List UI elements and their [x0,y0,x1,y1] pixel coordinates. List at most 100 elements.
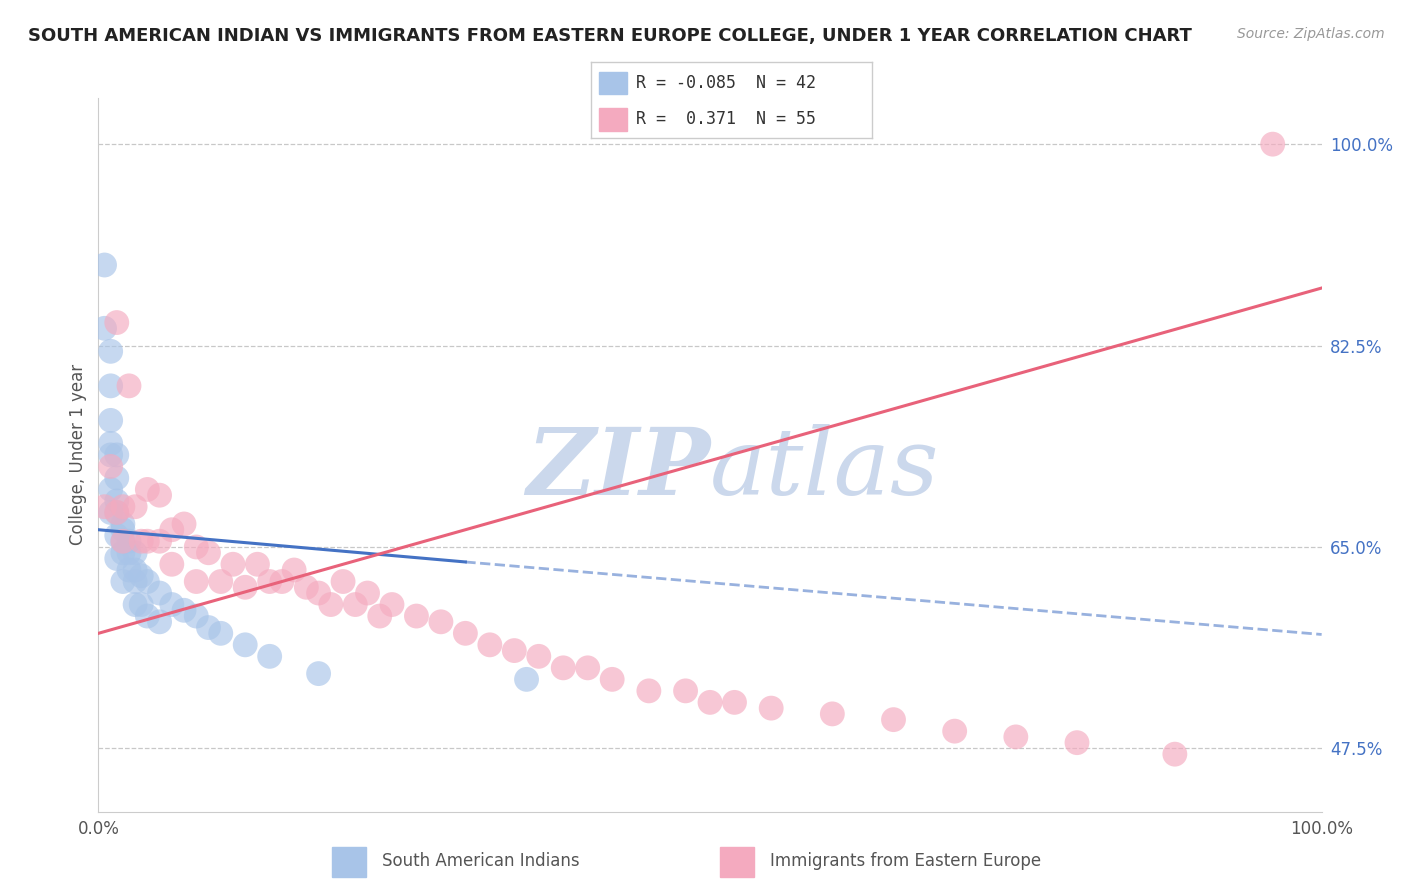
Point [638,684,661,698]
Point [405,609,427,624]
Point [111,516,134,531]
Point [600,673,623,687]
Point [344,598,367,612]
FancyBboxPatch shape [720,847,754,877]
Point [93,321,115,335]
Point [699,695,721,709]
Point [93,500,115,514]
Point [124,500,146,514]
Point [105,551,128,566]
Point [118,563,141,577]
Point [173,516,195,531]
Point [222,558,245,572]
Point [381,598,404,612]
Point [527,649,550,664]
Point [105,506,128,520]
Point [105,316,128,330]
Point [246,558,269,572]
Point [118,546,141,560]
Point [160,523,183,537]
Point [100,344,122,359]
Point [186,540,208,554]
Point [186,574,208,589]
Point [105,506,128,520]
Point [478,638,501,652]
Point [129,568,152,582]
Text: SOUTH AMERICAN INDIAN VS IMMIGRANTS FROM EASTERN EUROPE COLLEGE, UNDER 1 YEAR CO: SOUTH AMERICAN INDIAN VS IMMIGRANTS FROM… [28,27,1192,45]
Point [149,615,172,629]
Point [111,574,134,589]
Point [259,574,281,589]
Point [454,626,477,640]
Point [100,448,122,462]
Point [1164,747,1187,761]
Point [332,574,354,589]
Text: South American Indians: South American Indians [382,852,581,870]
Y-axis label: College, Under 1 year: College, Under 1 year [69,364,87,546]
Text: Immigrants from Eastern Europe: Immigrants from Eastern Europe [770,852,1042,870]
Point [503,643,526,657]
Point [100,379,122,393]
Point [136,483,159,497]
Point [515,673,537,687]
Point [943,724,966,739]
Point [186,609,208,624]
Point [111,534,134,549]
Point [100,483,122,497]
Point [883,713,905,727]
Point [129,534,152,549]
Point [111,534,134,549]
Point [136,574,159,589]
Point [233,638,256,652]
Point [761,701,783,715]
FancyBboxPatch shape [599,71,627,95]
Point [149,488,172,502]
Point [100,459,122,474]
Point [111,546,134,560]
Text: R =  0.371  N = 55: R = 0.371 N = 55 [636,111,815,128]
Point [160,558,183,572]
Point [308,586,330,600]
Point [209,574,232,589]
Point [136,534,159,549]
Point [105,448,128,462]
Point [111,500,134,514]
Point [233,580,256,594]
Point [129,598,152,612]
Point [1004,730,1026,744]
Point [283,563,305,577]
Point [136,609,159,624]
Point [576,661,599,675]
Point [675,684,697,698]
Text: R = -0.085  N = 42: R = -0.085 N = 42 [636,74,815,92]
Text: Source: ZipAtlas.com: Source: ZipAtlas.com [1237,27,1385,41]
Point [100,436,122,450]
Text: ZIP: ZIP [526,425,710,514]
Point [197,621,219,635]
Point [356,586,378,600]
Point [118,534,141,549]
Point [100,506,122,520]
Point [111,523,134,537]
Point [270,574,294,589]
Point [553,661,575,675]
Point [197,546,219,560]
Point [124,598,146,612]
Text: atlas: atlas [710,425,939,514]
Point [1261,137,1284,152]
Point [173,603,195,617]
Point [308,666,330,681]
Point [93,258,115,272]
Point [118,379,141,393]
Point [723,695,745,709]
FancyBboxPatch shape [599,108,627,130]
Point [368,609,391,624]
FancyBboxPatch shape [332,847,366,877]
Point [124,546,146,560]
Point [105,471,128,485]
Point [100,413,122,427]
Point [1066,736,1088,750]
Point [105,528,128,542]
Point [105,494,128,508]
Point [821,706,844,721]
